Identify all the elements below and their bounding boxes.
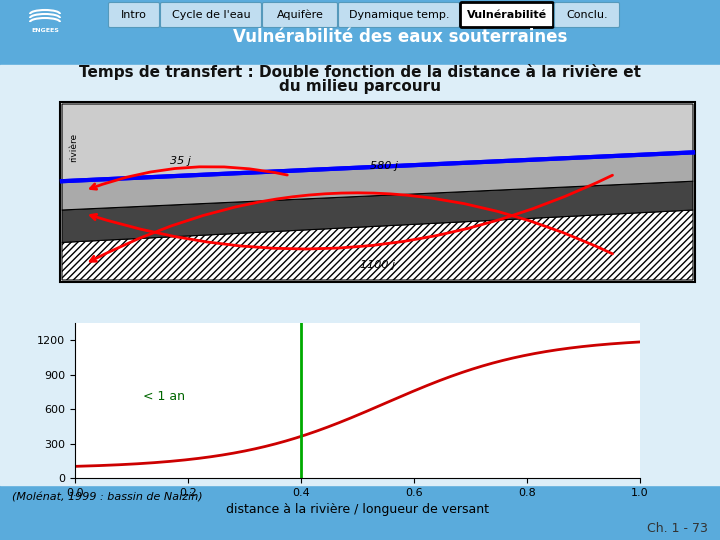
FancyBboxPatch shape [338, 3, 459, 28]
Polygon shape [62, 210, 693, 280]
Polygon shape [62, 181, 693, 242]
FancyBboxPatch shape [554, 3, 619, 28]
Text: Vulnérabilité des eaux souterraines: Vulnérabilité des eaux souterraines [233, 28, 567, 46]
Bar [60, 102, 695, 282]
Text: du milieu parcouru: du milieu parcouru [279, 78, 441, 93]
Bar [0, 65, 720, 485]
FancyBboxPatch shape [161, 3, 261, 28]
Text: Intro: Intro [121, 10, 147, 20]
Text: Cycle de l'eau: Cycle de l'eau [171, 10, 251, 20]
Polygon shape [62, 152, 693, 210]
Text: Aquifère: Aquifère [276, 10, 323, 20]
FancyBboxPatch shape [109, 3, 160, 28]
FancyBboxPatch shape [263, 3, 338, 28]
Text: 1100 j: 1100 j [360, 260, 395, 269]
X-axis label: distance à la rivière / longueur de versant: distance à la rivière / longueur de vers… [226, 503, 489, 516]
Text: Conclu.: Conclu. [566, 10, 608, 20]
Text: ENGEES: ENGEES [31, 28, 59, 32]
Text: < 1 an: < 1 an [143, 390, 185, 403]
Text: 580 j: 580 j [370, 160, 398, 171]
Text: 35 j: 35 j [170, 156, 191, 166]
FancyBboxPatch shape [461, 3, 554, 28]
Text: Dynamique temp.: Dynamique temp. [348, 10, 449, 20]
Text: Temps de transfert : Double fonction de la distance à la rivière et: Temps de transfert : Double fonction de … [79, 64, 641, 80]
Text: Vulnérabilité: Vulnérabilité [467, 10, 547, 20]
Polygon shape [62, 104, 693, 181]
Text: rivière: rivière [70, 132, 78, 161]
Text: Ch. 1 - 73: Ch. 1 - 73 [647, 522, 708, 535]
Text: (Molénat, 1999 : bassin de Naizin): (Molénat, 1999 : bassin de Naizin) [12, 493, 202, 503]
